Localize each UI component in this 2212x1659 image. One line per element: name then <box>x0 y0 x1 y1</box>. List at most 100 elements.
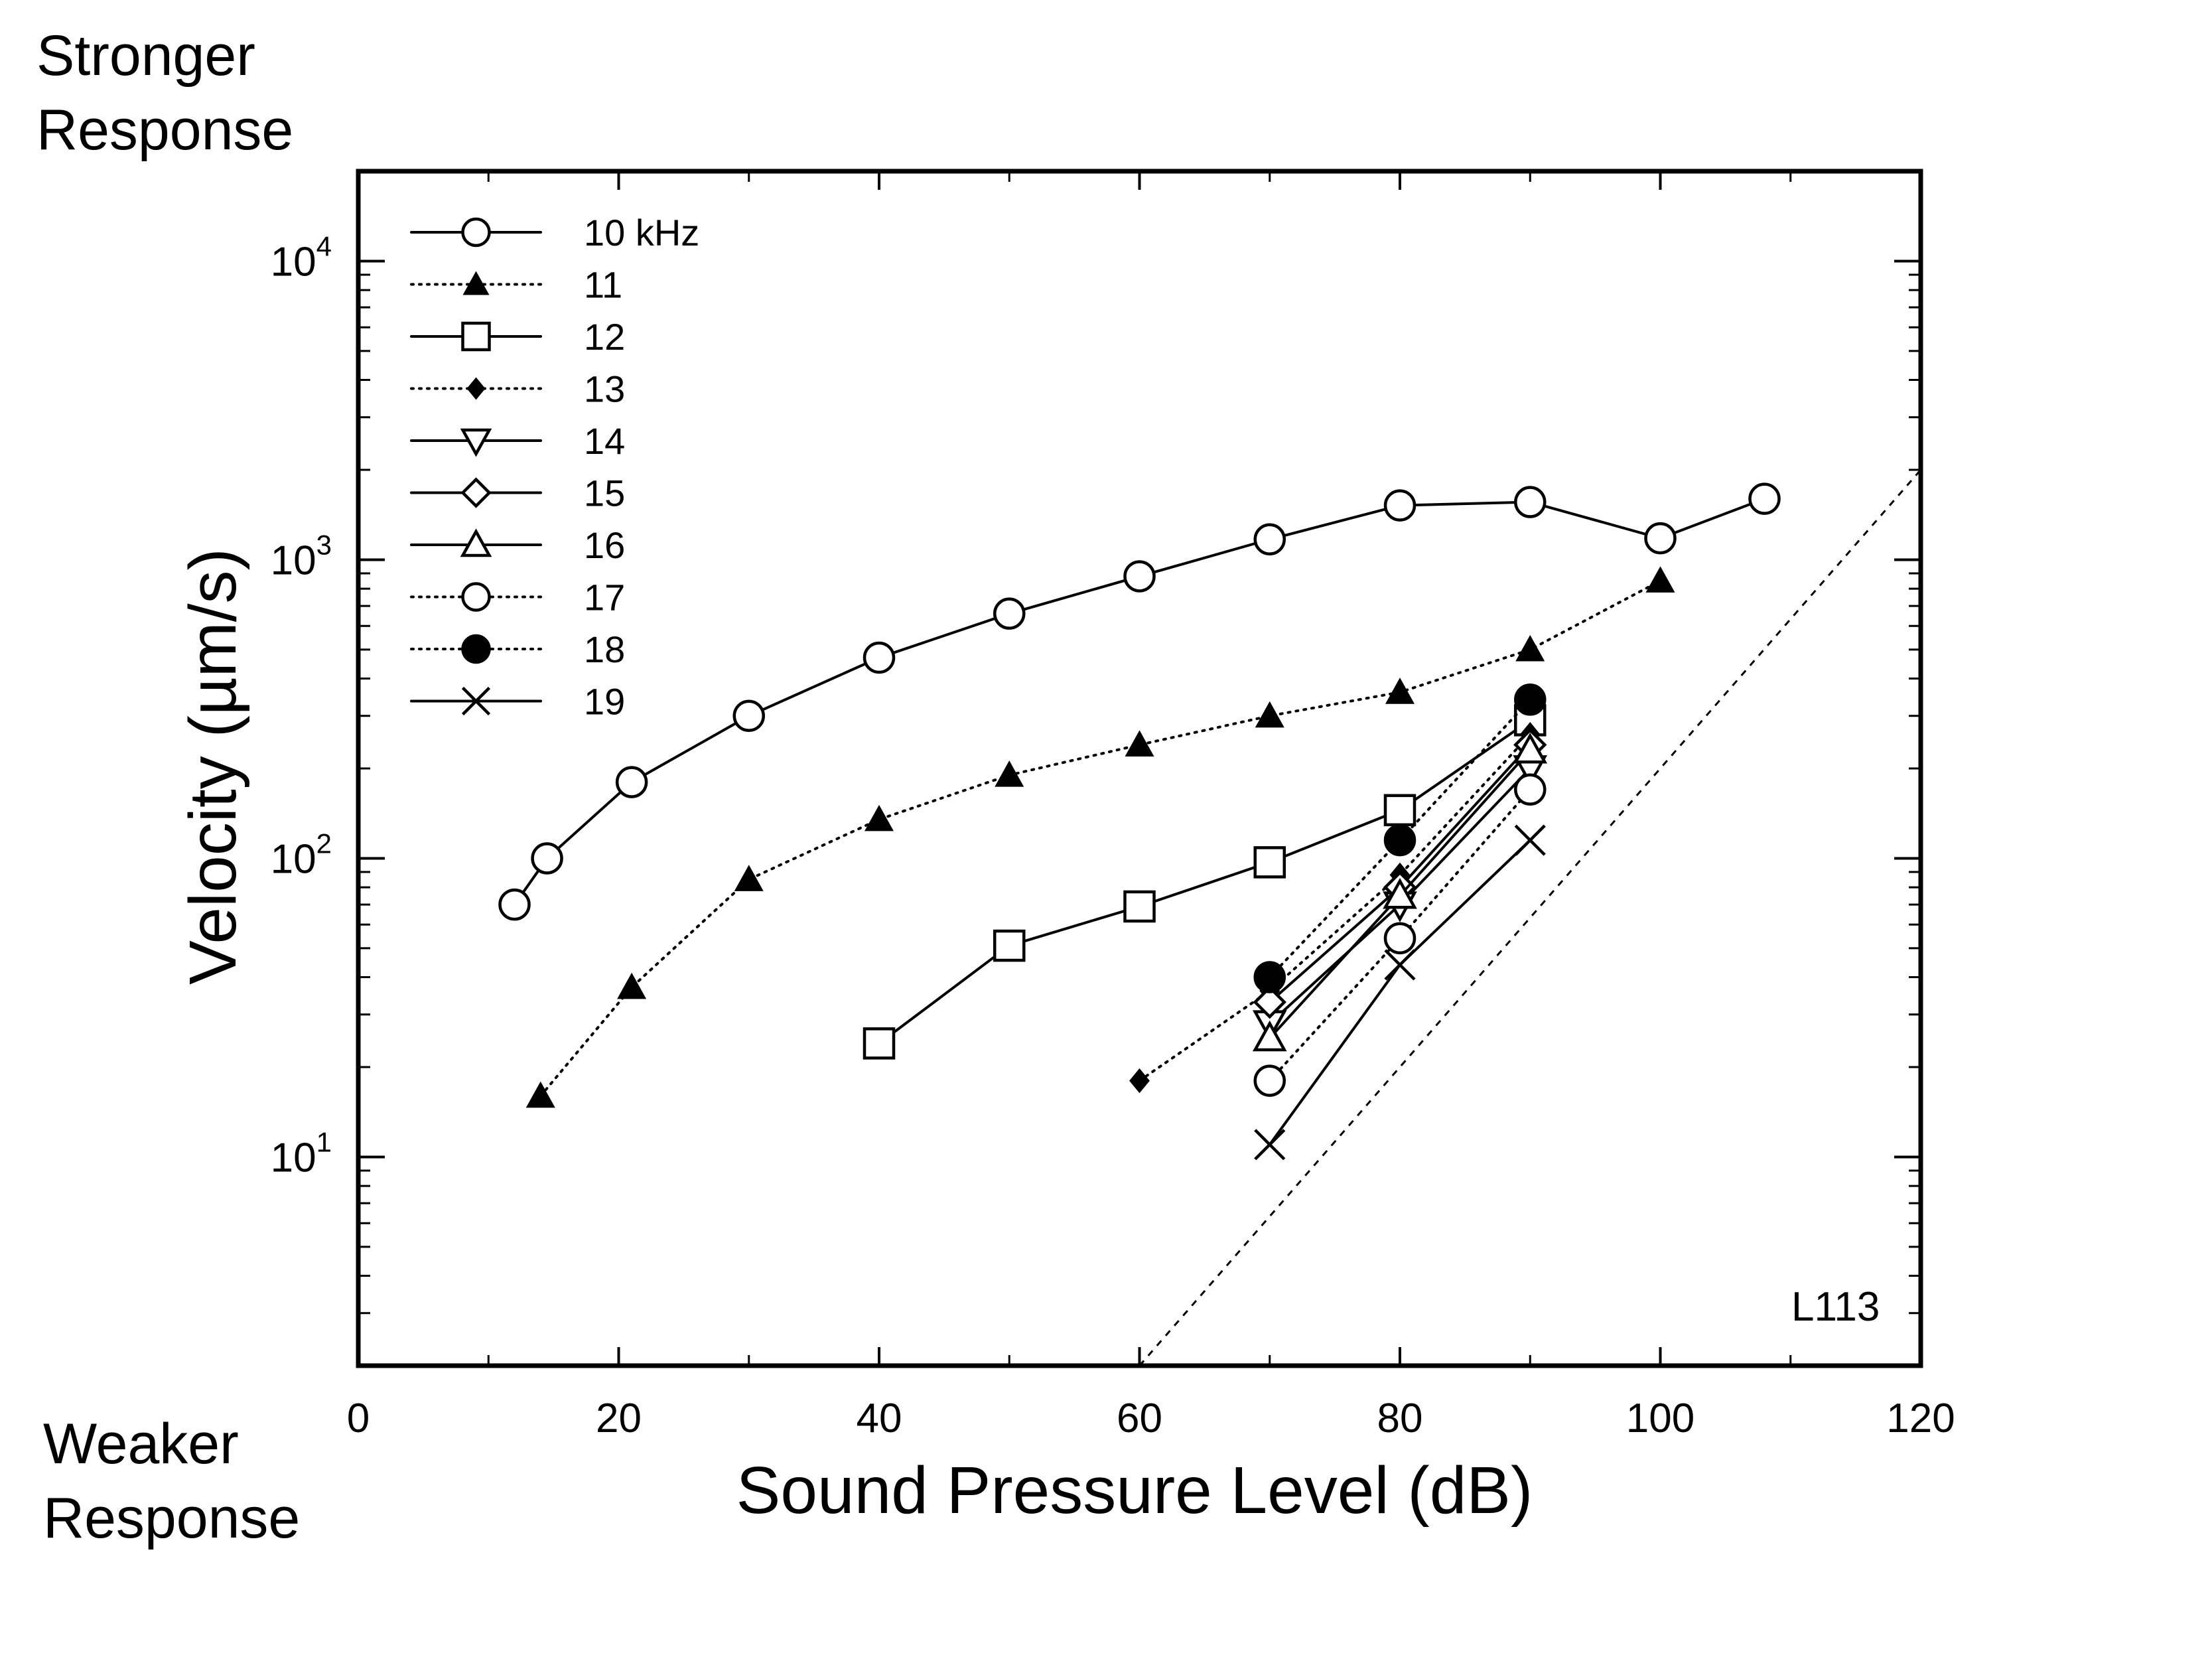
marker-triangle-filled <box>864 804 894 831</box>
series-5 <box>1253 728 1547 1019</box>
marker-x <box>1514 824 1546 856</box>
series-0 <box>498 482 1781 921</box>
legend-label: 10 kHz <box>584 212 699 253</box>
marker-square-open <box>993 929 1026 962</box>
marker-circle-open <box>1514 486 1547 518</box>
marker-circle-open <box>1514 773 1547 806</box>
marker-triangle-filled <box>1515 634 1545 662</box>
marker-circle-open <box>1644 522 1677 555</box>
marker-x-stroke <box>461 686 491 716</box>
legend-item: 11 <box>410 264 622 306</box>
x-tick-label: 80 <box>1377 1396 1423 1441</box>
marker-circle-open <box>993 597 1026 630</box>
marker-square-open <box>461 321 491 352</box>
series-line <box>513 497 1766 906</box>
marker-circle-open <box>1748 482 1781 515</box>
marker-triangle-open <box>1383 878 1417 909</box>
legend-item: 16 <box>410 524 625 566</box>
series-line <box>1268 698 1532 979</box>
series-8 <box>1253 684 1547 993</box>
legend-label: 11 <box>584 264 622 306</box>
legend-label: 13 <box>584 368 625 410</box>
legend-label: 16 <box>584 524 625 566</box>
series-7 <box>1253 773 1547 1097</box>
marker-square-open <box>1383 794 1417 827</box>
marker-diamond-filled <box>1129 1068 1150 1094</box>
legend-label: 12 <box>584 316 625 358</box>
y-tick-label: 102 <box>271 828 332 882</box>
series-2 <box>863 704 1547 1060</box>
marker-square-open <box>863 1027 896 1060</box>
marker-circle-open <box>461 582 491 612</box>
marker-circle-open <box>1253 1064 1286 1097</box>
y-axis-title: Velocity (µm/s) <box>176 548 250 985</box>
legend-item: 13 <box>410 368 625 410</box>
marker-triangle-filled <box>1645 566 1675 593</box>
marker-x-stroke <box>1384 949 1416 981</box>
marker-circle-open <box>732 699 765 733</box>
marker-circle-open <box>1383 489 1417 522</box>
stronger-response-label: Stronger Response <box>36 24 294 162</box>
marker-circle-open <box>863 641 896 674</box>
series-9 <box>1254 824 1546 1161</box>
legend-label: 19 <box>584 681 625 723</box>
y-tick-label: 104 <box>271 230 332 285</box>
series-line <box>878 719 1532 1045</box>
marker-circle-open <box>498 888 531 921</box>
weaker-response-label: Weaker Response <box>43 1412 301 1550</box>
marker-circle-open <box>1253 523 1286 556</box>
marker-circle-open <box>461 217 491 248</box>
x-tick-label: 0 <box>347 1396 370 1441</box>
marker-triangle-open <box>460 528 492 557</box>
legend-item: 10 kHz <box>410 212 699 253</box>
legend-label: 17 <box>584 577 625 618</box>
series-1 <box>525 566 1675 1108</box>
marker-circle-filled <box>1514 684 1547 716</box>
marker-circle-open <box>1123 560 1156 593</box>
marker-circle-filled <box>1383 824 1417 857</box>
series-6 <box>1252 733 1548 1052</box>
marker-diamond-open <box>460 477 492 508</box>
marker-triangle-filled <box>1125 730 1154 757</box>
legend-item: 14 <box>410 420 625 462</box>
legend-item: 12 <box>410 316 625 358</box>
legend-label: 15 <box>584 472 625 514</box>
y-tick-label: 103 <box>271 529 332 583</box>
x-tick-label: 20 <box>596 1396 642 1441</box>
marker-triangle-open <box>1252 1020 1287 1052</box>
legend-label: 14 <box>584 420 625 462</box>
marker-circle-open <box>1383 922 1417 955</box>
reference-line <box>1139 469 1922 1366</box>
marker-triangle-filled <box>734 865 764 891</box>
marker-circle-open <box>615 766 648 798</box>
legend-item: 15 <box>410 472 625 514</box>
marker-triangle-filled <box>462 271 490 295</box>
series-line <box>1138 733 1532 1082</box>
marker-circle-filled <box>461 634 491 664</box>
marker-triangle-filled <box>1255 701 1284 728</box>
series-layer <box>498 482 1781 1161</box>
legend-item: 18 <box>410 628 625 670</box>
marker-diamond-open <box>1253 985 1286 1019</box>
x-tick-label: 40 <box>857 1396 902 1441</box>
x-tick-label: 120 <box>1886 1396 1955 1441</box>
marker-x-stroke <box>1254 1129 1286 1161</box>
marker-square-open <box>1123 890 1156 923</box>
marker-triangle-filled <box>525 1081 555 1108</box>
x-axis-title: Sound Pressure Level (dB) <box>736 1453 1533 1528</box>
marker-square-open <box>1253 846 1286 879</box>
y-tick-label: 101 <box>271 1126 332 1181</box>
legend-item: 19 <box>410 681 625 723</box>
marker-x <box>461 686 491 716</box>
marker-x <box>1254 1129 1286 1161</box>
chart-annotation: L113 <box>1791 1284 1880 1330</box>
marker-circle-filled <box>1253 961 1286 993</box>
marker-x <box>1384 949 1416 981</box>
axes-layer: 0 20 40 60 80 100 120 101 102 103 104 <box>271 169 1955 1441</box>
marker-x-stroke <box>1514 824 1546 856</box>
marker-circle-open <box>531 842 563 875</box>
marker-diamond-filled <box>466 377 486 400</box>
x-tick-label: 100 <box>1626 1396 1694 1441</box>
x-tick-label: 60 <box>1117 1396 1162 1441</box>
